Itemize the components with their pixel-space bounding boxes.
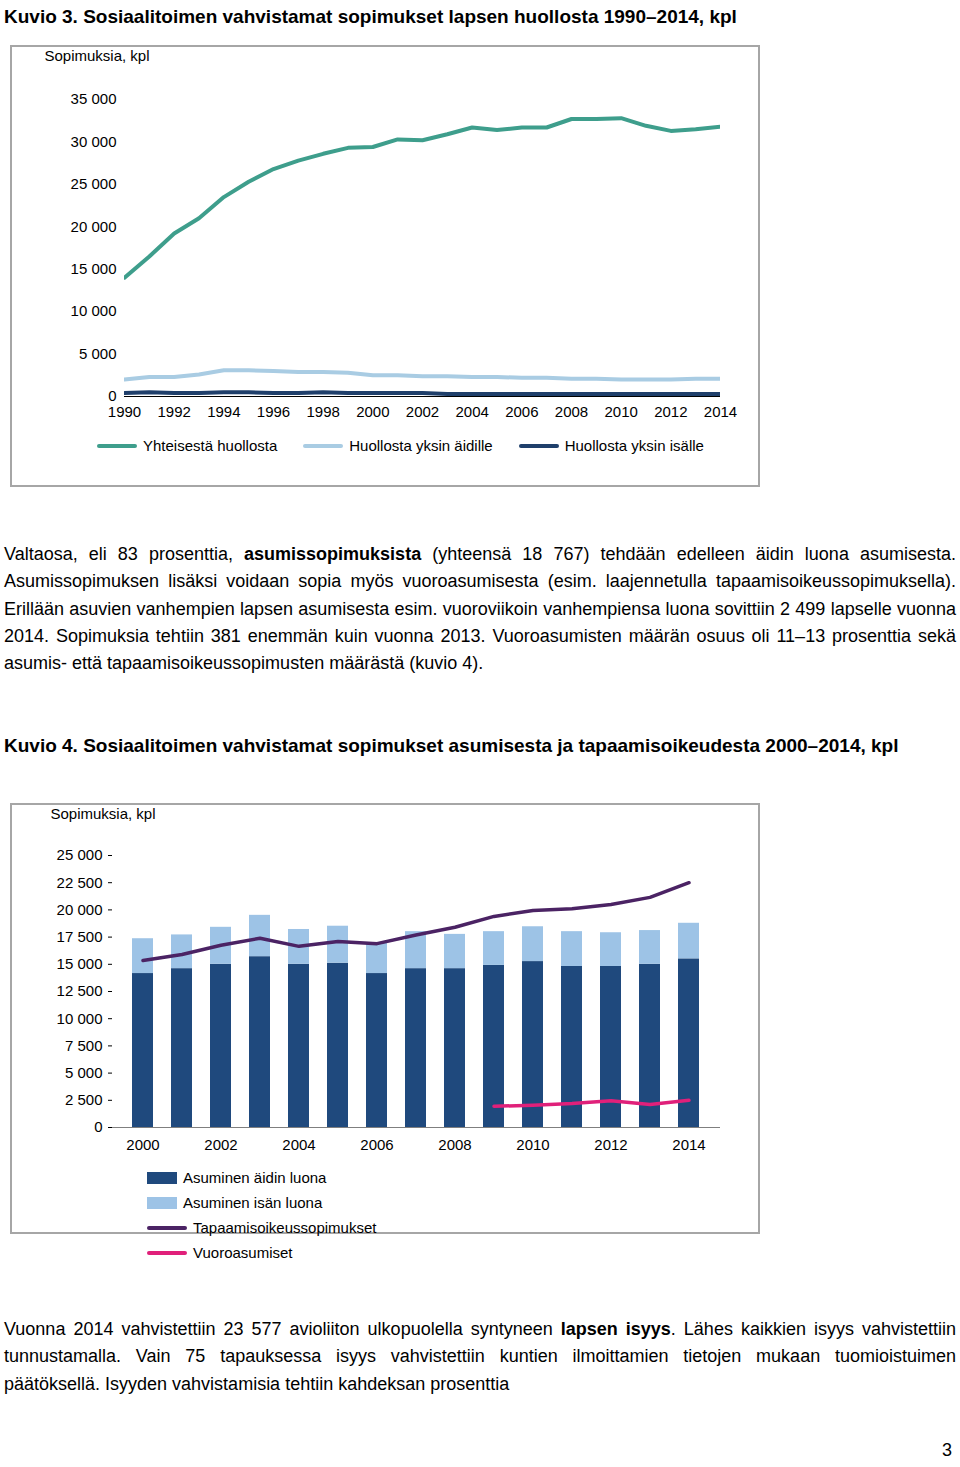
- svg-text:22 500: 22 500: [57, 874, 103, 891]
- html-text:Asuminen isän luona: Asuminen isän luona: [183, 1194, 323, 1211]
- svg-text:2010: 2010: [604, 403, 637, 420]
- svg-text:2012: 2012: [594, 1136, 627, 1153]
- svg-text:12 500: 12 500: [57, 982, 103, 999]
- html-text:Valtaosa, eli 83 prosenttia, a: Valtaosa, eli 83 prosenttia, asumissopim…: [4, 544, 956, 674]
- svg-text:15 000: 15 000: [57, 955, 103, 972]
- svg-text:Sopimuksia, kpl: Sopimuksia, kpl: [45, 47, 150, 64]
- html-text:Asuminen äidin luona: Asuminen äidin luona: [183, 1169, 327, 1186]
- svg-text:2002: 2002: [204, 1136, 237, 1153]
- svg-text:17 500: 17 500: [57, 928, 103, 945]
- html-text:Kuvio 3. Sosiaalitoimen vahvis: Kuvio 3. Sosiaalitoimen vahvistamat sopi…: [4, 6, 737, 27]
- svg-text:2 500: 2 500: [65, 1091, 103, 1108]
- svg-text:0: 0: [94, 1118, 102, 1135]
- svg-text:30 000: 30 000: [71, 133, 117, 150]
- svg-text:2006: 2006: [360, 1136, 393, 1153]
- svg-text:25 000: 25 000: [57, 846, 103, 863]
- svg-text:1998: 1998: [306, 403, 339, 420]
- svg-text:2006: 2006: [505, 403, 538, 420]
- svg-text:2000: 2000: [356, 403, 389, 420]
- svg-text:1990: 1990: [108, 403, 141, 420]
- svg-text:1996: 1996: [257, 403, 290, 420]
- svg-text:2014: 2014: [704, 403, 737, 420]
- svg-text:20 000: 20 000: [57, 901, 103, 918]
- svg-text:20 000: 20 000: [71, 218, 117, 235]
- svg-text:2010: 2010: [516, 1136, 549, 1153]
- html-text:Huollosta yksin äidille: Huollosta yksin äidille: [349, 437, 493, 454]
- svg-text:25 000: 25 000: [71, 175, 117, 192]
- svg-text:2012: 2012: [654, 403, 687, 420]
- svg-text:2002: 2002: [406, 403, 439, 420]
- html-text:Yhteisestä huollosta: Yhteisestä huollosta: [143, 437, 278, 454]
- svg-text:15 000: 15 000: [71, 260, 117, 277]
- html-text:Vuoroasumiset: Vuoroasumiset: [193, 1244, 293, 1261]
- svg-text:35 000: 35 000: [71, 90, 117, 107]
- svg-text:2008: 2008: [555, 403, 588, 420]
- svg-text:7 500: 7 500: [65, 1037, 103, 1054]
- svg-text:2008: 2008: [438, 1136, 471, 1153]
- svg-text:2004: 2004: [455, 403, 488, 420]
- svg-text:2004: 2004: [282, 1136, 315, 1153]
- html-text:Kuvio 4. Sosiaalitoimen vahvis: Kuvio 4. Sosiaalitoimen vahvistamat sopi…: [4, 735, 899, 756]
- svg-text:Sopimuksia, kpl: Sopimuksia, kpl: [51, 805, 156, 822]
- html-text:3: 3: [942, 1440, 952, 1460]
- svg-text:10 000: 10 000: [71, 302, 117, 319]
- svg-text:2000: 2000: [126, 1136, 159, 1153]
- svg-text:10 000: 10 000: [57, 1010, 103, 1027]
- svg-text:5 000: 5 000: [79, 345, 117, 362]
- svg-text:1994: 1994: [207, 403, 240, 420]
- svg-text:2014: 2014: [672, 1136, 705, 1153]
- svg-text:0: 0: [108, 387, 116, 404]
- html-text:Vuonna 2014 vahvistettiin 23 5: Vuonna 2014 vahvistettiin 23 577 aviolii…: [4, 1319, 956, 1394]
- svg-text:5 000: 5 000: [65, 1064, 103, 1081]
- svg-text:1992: 1992: [157, 403, 190, 420]
- html-text:Tapaamisoikeussopimukset: Tapaamisoikeussopimukset: [193, 1219, 377, 1236]
- html-text:Huollosta yksin isälle: Huollosta yksin isälle: [564, 437, 704, 454]
